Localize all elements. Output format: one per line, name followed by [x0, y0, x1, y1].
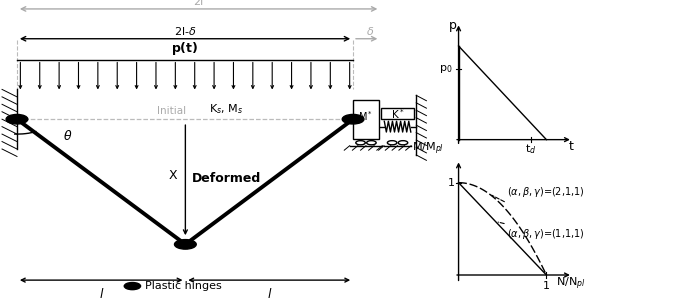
- Text: Initial: Initial: [158, 105, 186, 116]
- FancyBboxPatch shape: [382, 108, 414, 119]
- Text: l: l: [268, 288, 271, 298]
- Text: 1: 1: [543, 281, 550, 291]
- Text: 2l-$\delta$: 2l-$\delta$: [174, 25, 196, 37]
- Text: $\theta$: $\theta$: [63, 129, 73, 142]
- Circle shape: [399, 141, 408, 145]
- Text: p: p: [449, 19, 457, 32]
- Circle shape: [342, 114, 364, 124]
- Text: $\mathbf{p}$(t): $\mathbf{p}$(t): [171, 40, 199, 57]
- Text: $(\alpha,\beta,\gamma)$=(1,1,1): $(\alpha,\beta,\gamma)$=(1,1,1): [507, 227, 585, 241]
- Circle shape: [175, 240, 196, 249]
- Text: l: l: [99, 288, 103, 298]
- Text: t$_d$: t$_d$: [525, 142, 536, 156]
- Circle shape: [388, 141, 397, 145]
- Circle shape: [356, 141, 365, 145]
- Circle shape: [367, 141, 376, 145]
- Circle shape: [124, 283, 141, 290]
- Text: p$_0$: p$_0$: [439, 63, 453, 75]
- Text: K$^*$: K$^*$: [390, 107, 405, 121]
- Text: t: t: [568, 140, 574, 153]
- Text: $\delta$: $\delta$: [366, 25, 374, 37]
- Text: 1: 1: [448, 178, 455, 188]
- Text: N/N$_{pl}$: N/N$_{pl}$: [556, 276, 586, 292]
- Text: Deformed: Deformed: [192, 172, 261, 185]
- Text: X: X: [168, 169, 177, 182]
- Text: $(\alpha,\beta,\gamma)$=(2,1,1): $(\alpha,\beta,\gamma)$=(2,1,1): [507, 185, 585, 199]
- Text: Plastic hinges: Plastic hinges: [145, 281, 221, 291]
- Text: M/M$_{pl}$: M/M$_{pl}$: [412, 141, 444, 157]
- Text: M$^*$: M$^*$: [359, 109, 373, 123]
- Circle shape: [6, 114, 28, 124]
- Text: 2l: 2l: [194, 0, 204, 7]
- Text: K$_s$, M$_s$: K$_s$, M$_s$: [209, 102, 243, 116]
- Bar: [353, 100, 379, 139]
